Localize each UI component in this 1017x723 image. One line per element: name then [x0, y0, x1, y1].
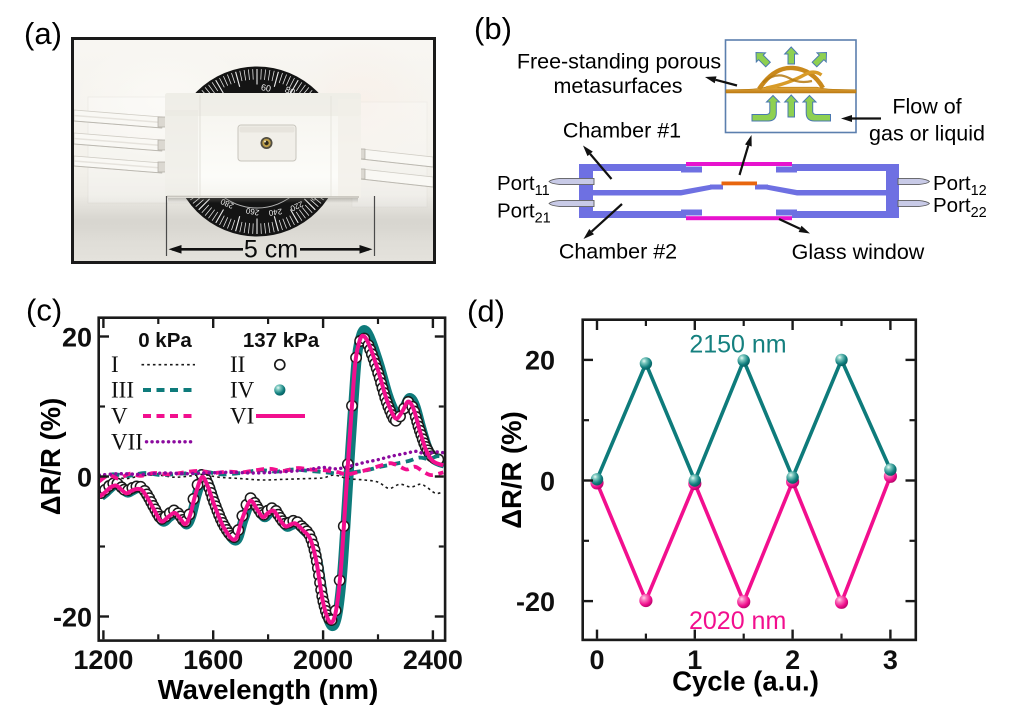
svg-text:metasurfaces: metasurfaces	[553, 74, 682, 98]
svg-text:60: 60	[260, 82, 271, 93]
svg-text:Chamber #1: Chamber #1	[563, 119, 681, 143]
svg-text:(c): (c)	[26, 293, 62, 328]
svg-text:gas or liquid: gas or liquid	[869, 122, 985, 146]
svg-text:(a): (a)	[24, 16, 62, 51]
svg-text:Port22: Port22	[933, 194, 987, 221]
svg-text:2020 nm: 2020 nm	[689, 607, 786, 635]
svg-text:(b): (b)	[474, 11, 512, 46]
svg-text:137 kPa: 137 kPa	[243, 329, 320, 352]
svg-text:Glass window: Glass window	[792, 240, 925, 264]
svg-text:0: 0	[540, 466, 555, 496]
svg-text:260: 260	[245, 206, 260, 217]
svg-text:ΔR/R (%): ΔR/R (%)	[496, 411, 527, 529]
svg-text:20: 20	[525, 346, 555, 376]
svg-text:Flow of: Flow of	[892, 95, 961, 119]
svg-text:1600: 1600	[183, 645, 243, 675]
svg-text:IV: IV	[230, 378, 255, 403]
svg-text:2: 2	[785, 645, 800, 675]
svg-text:Cycle (a.u.): Cycle (a.u.)	[672, 666, 819, 697]
svg-text:II: II	[230, 352, 245, 377]
svg-text:-20: -20	[53, 602, 92, 632]
svg-text:V: V	[111, 404, 128, 429]
svg-text:Chamber #2: Chamber #2	[559, 239, 677, 263]
svg-text:-20: -20	[516, 587, 555, 617]
svg-text:3: 3	[883, 645, 898, 675]
svg-text:5 cm: 5 cm	[244, 236, 298, 264]
svg-text:1200: 1200	[73, 645, 133, 675]
svg-text:0: 0	[589, 645, 604, 675]
svg-text:I: I	[111, 352, 119, 377]
svg-text:VI: VI	[230, 404, 254, 429]
svg-text:2400: 2400	[403, 645, 463, 675]
svg-text:1: 1	[687, 645, 702, 675]
svg-text:2000: 2000	[293, 645, 353, 675]
svg-text:240: 240	[268, 207, 283, 218]
svg-text:Free-standing porous: Free-standing porous	[517, 50, 721, 74]
svg-text:(d): (d)	[467, 294, 505, 329]
svg-text:Wavelength (nm): Wavelength (nm)	[158, 674, 379, 705]
svg-text:VII: VII	[111, 429, 143, 454]
svg-text:III: III	[111, 378, 134, 403]
svg-text:2150 nm: 2150 nm	[689, 331, 786, 359]
svg-text:0: 0	[77, 462, 92, 492]
svg-text:ΔR/R (%): ΔR/R (%)	[35, 398, 66, 516]
svg-text:0 kPa: 0 kPa	[138, 329, 192, 352]
svg-text:20: 20	[62, 322, 92, 352]
